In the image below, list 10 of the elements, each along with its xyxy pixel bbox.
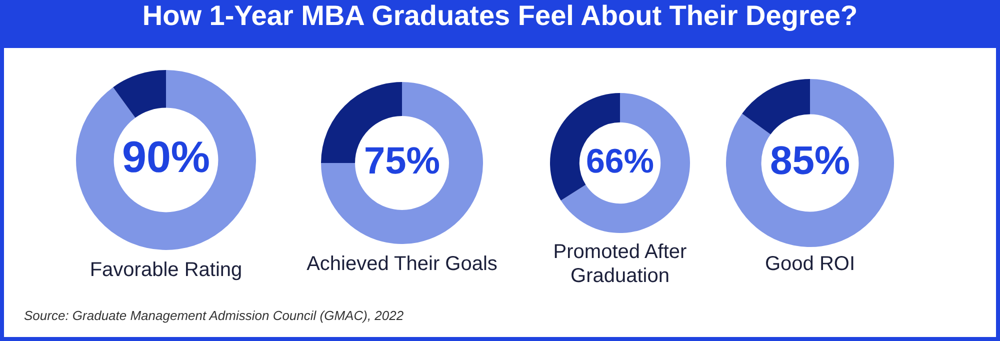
- text: Promoted After Graduation: [552, 240, 688, 288]
- text: Achieved Their Goals: [306, 252, 498, 276]
- data-label: 85%: [770, 139, 850, 184]
- data-label: 66%: [586, 142, 654, 180]
- data-label: 75%: [364, 140, 440, 182]
- data-label: 90%: [122, 133, 210, 182]
- text: How 1-Year MBA Graduates Feel About Their Degree?: [141, 0, 859, 33]
- text: Favorable Rating: [88, 258, 244, 282]
- text: Good ROI: [764, 252, 856, 276]
- source-note: Source: Graduate Management Admission Council (GMAC), 2022: [24, 308, 404, 323]
